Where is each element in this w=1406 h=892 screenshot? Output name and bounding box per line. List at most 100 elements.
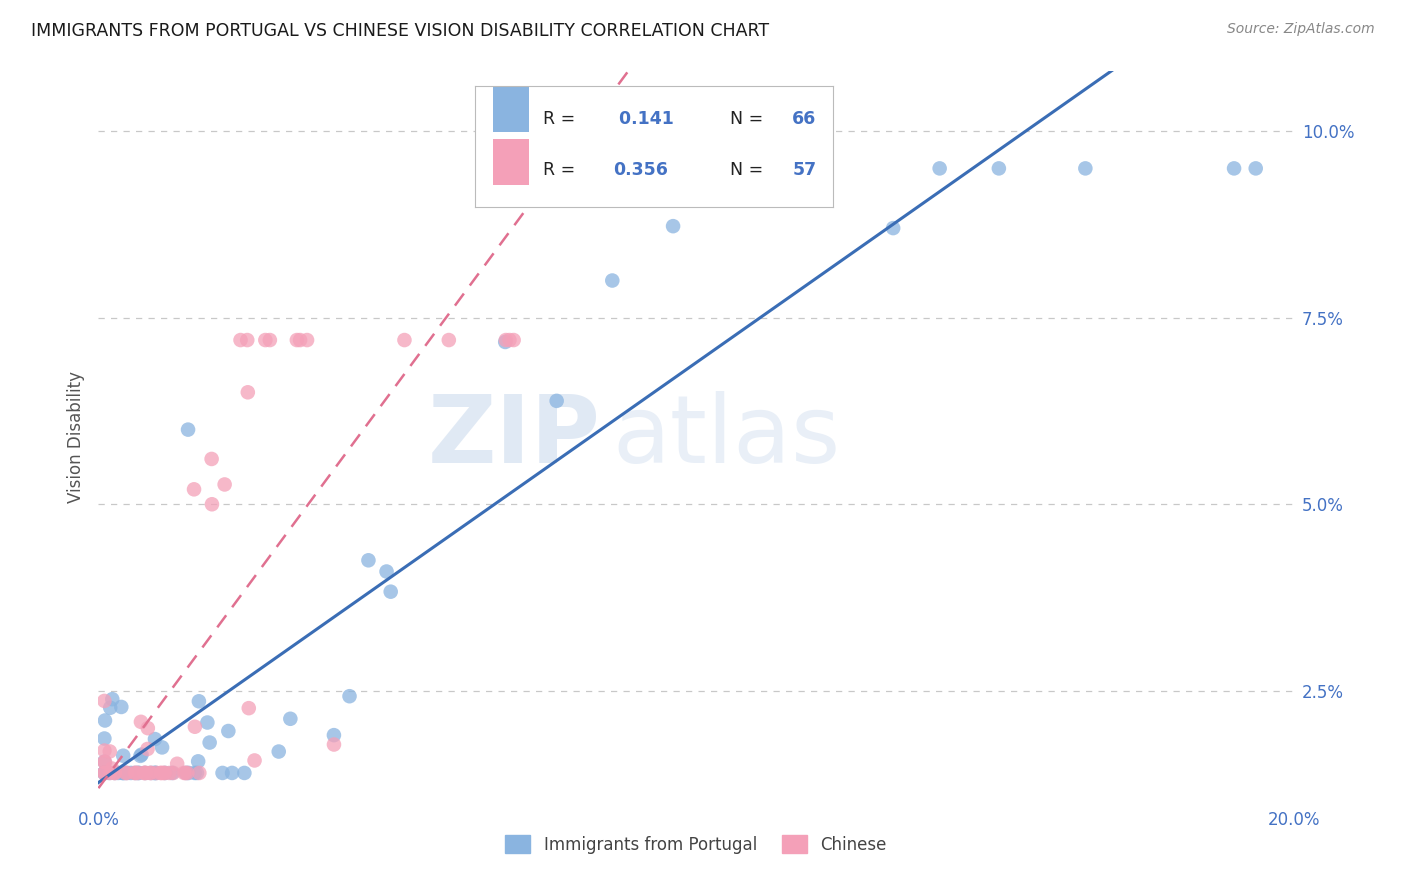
Point (211, 766, 233, 780)
Point (357, 553, 380, 567)
Point (98, 744, 121, 758)
Point (322, 728, 344, 742)
Point (183, 483, 205, 497)
Point (101, 762, 124, 776)
Point (748, 161, 770, 176)
Point (233, 766, 256, 780)
Point (114, 766, 136, 780)
Point (375, 565, 398, 579)
Point (394, 333, 416, 347)
Point (243, 754, 266, 768)
Point (94, 756, 117, 770)
Point (160, 766, 183, 780)
Point (141, 766, 163, 780)
Point (93, 766, 115, 780)
Point (987, 161, 1010, 176)
Point (98, 766, 121, 780)
Point (93, 731, 115, 746)
Point (127, 766, 149, 780)
Point (238, 701, 260, 715)
Point (749, 161, 772, 176)
Point (120, 766, 142, 780)
Point (184, 720, 207, 734)
Point (221, 766, 243, 780)
Text: Source: ZipAtlas.com: Source: ZipAtlas.com (1227, 22, 1375, 37)
Point (177, 766, 200, 780)
Point (177, 423, 200, 437)
Point (498, 333, 520, 347)
Point (201, 452, 224, 467)
Point (285, 333, 308, 347)
Point (162, 766, 184, 780)
Point (93, 766, 115, 780)
Point (93, 766, 115, 780)
Point (280, 712, 302, 726)
Point (494, 334, 516, 349)
Legend: Immigrants from Portugal, Chinese: Immigrants from Portugal, Chinese (499, 829, 893, 860)
Point (134, 766, 156, 780)
Point (143, 766, 166, 780)
Point (98, 766, 121, 780)
Point (139, 766, 162, 780)
Point (928, 161, 950, 176)
Point (127, 766, 149, 780)
Point (153, 766, 176, 780)
Point (669, 161, 692, 176)
Point (502, 333, 524, 347)
Point (131, 747, 153, 762)
Point (259, 333, 281, 347)
Point (187, 694, 209, 708)
Point (186, 766, 208, 780)
Point (125, 766, 148, 780)
Point (150, 766, 173, 780)
Point (800, 161, 823, 176)
Point (174, 766, 197, 780)
Point (201, 497, 224, 511)
Point (166, 756, 188, 771)
Point (107, 766, 129, 780)
Point (1223, 161, 1246, 176)
Point (1244, 161, 1267, 176)
Point (98, 700, 121, 714)
Point (145, 766, 167, 780)
Point (214, 477, 236, 491)
Point (94, 714, 117, 728)
Point (323, 738, 346, 752)
Point (129, 748, 152, 763)
Point (93, 766, 115, 780)
Point (135, 766, 157, 780)
Point (882, 221, 904, 235)
Text: IMMIGRANTS FROM PORTUGAL VS CHINESE VISION DISABILITY CORRELATION CHART: IMMIGRANTS FROM PORTUGAL VS CHINESE VISI… (31, 22, 769, 40)
Point (111, 766, 134, 780)
Point (115, 766, 138, 780)
Point (217, 724, 239, 739)
Point (153, 766, 176, 780)
Point (134, 766, 156, 780)
Point (153, 766, 176, 780)
Point (150, 740, 173, 755)
Point (93, 755, 115, 769)
Point (600, 273, 623, 287)
Point (159, 766, 181, 780)
Point (437, 333, 460, 347)
Point (124, 766, 146, 780)
Point (93, 766, 115, 780)
Point (110, 700, 132, 714)
Point (112, 766, 135, 780)
Point (104, 766, 127, 780)
Point (143, 732, 166, 747)
Point (195, 715, 218, 730)
Point (143, 766, 166, 780)
Point (149, 766, 172, 780)
Point (112, 748, 135, 763)
Point (187, 755, 209, 769)
Point (134, 766, 156, 780)
Point (173, 766, 195, 780)
Point (103, 766, 125, 780)
Point (128, 766, 150, 780)
Point (662, 219, 685, 234)
Text: atlas: atlas (613, 391, 841, 483)
Point (236, 333, 259, 347)
Point (183, 766, 205, 780)
Point (101, 692, 124, 706)
